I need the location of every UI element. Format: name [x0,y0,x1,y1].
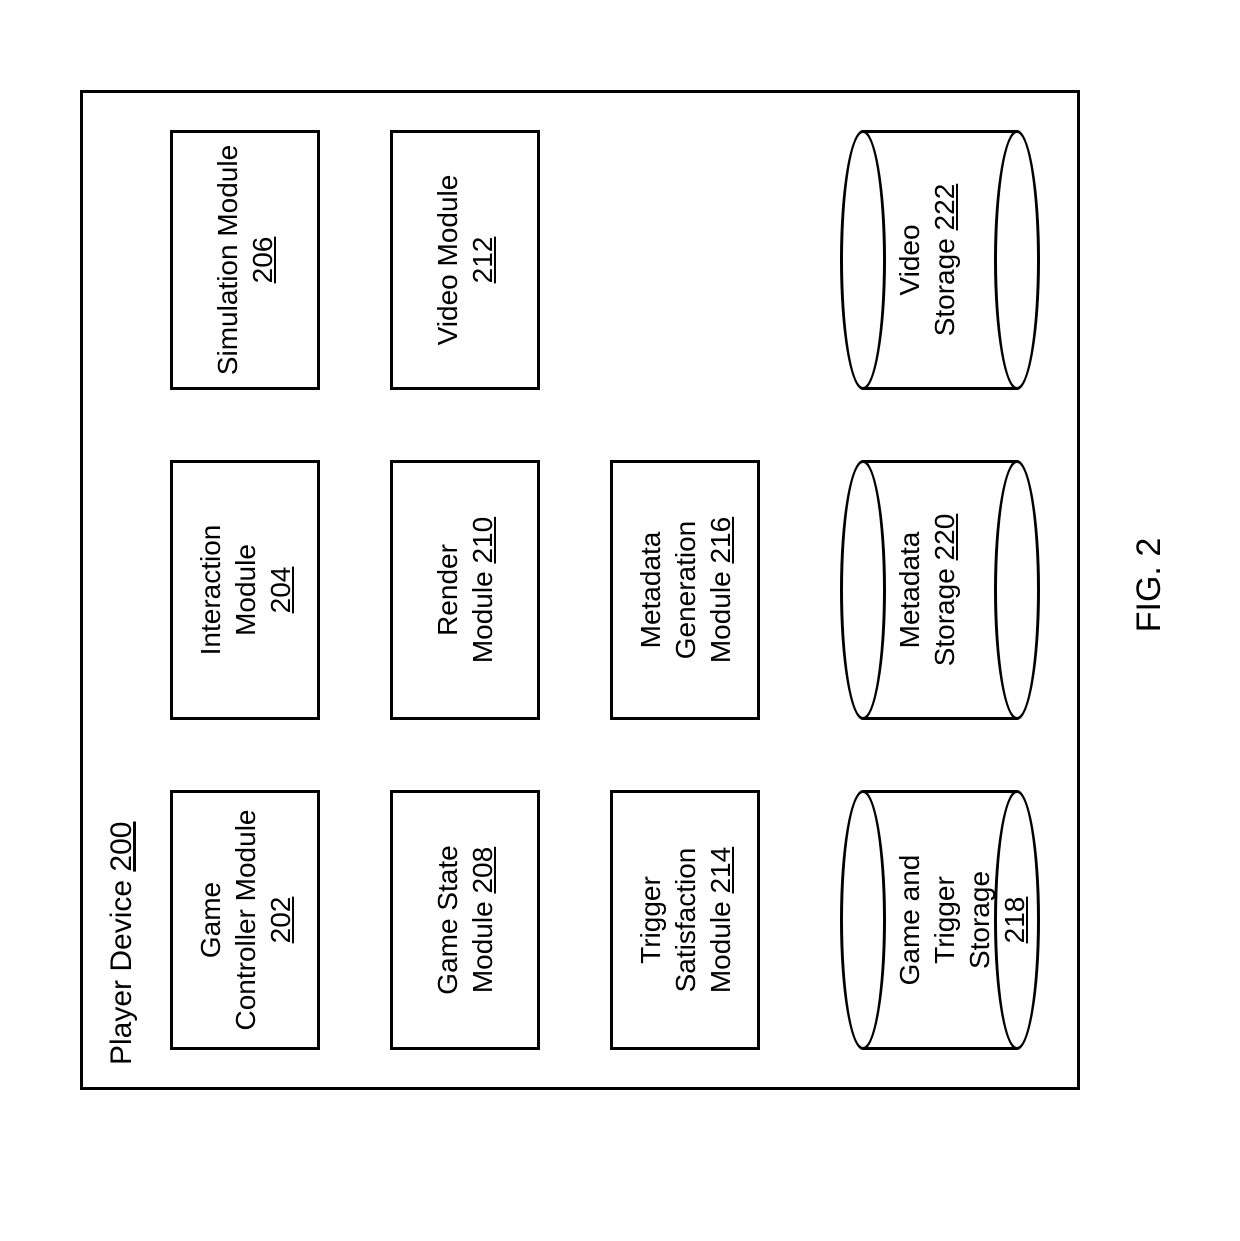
game-controller-module-line-1: Controller Module [228,810,263,1031]
game-state-module-ref-line: Module 208 [465,847,500,993]
title-text: Player Device [105,872,138,1065]
game-state-module-line-0: Game State [430,845,465,994]
render-module: RenderModule 210 [390,460,540,720]
game-trigger-storage-line-2: Storage [962,790,997,1050]
game-trigger-storage-line-0: Game and [892,790,927,1050]
render-module-ref-line: Module 210 [465,517,500,663]
game-controller-module-ref: 202 [263,897,298,944]
game-state-module-ref: 208 [467,847,498,894]
game-trigger-storage-line-1: Trigger [927,790,962,1050]
video-storage-label: VideoStorage 222 [892,130,962,390]
video-storage: VideoStorage 222 [840,130,1040,390]
simulation-module: Simulation Module206 [170,130,320,390]
metadata-generation-module-line-0: Metadata [633,532,668,649]
trigger-satisfaction-module-ref-line: Module 214 [703,847,738,993]
metadata-storage-label: MetadataStorage 220 [892,460,962,720]
trigger-satisfaction-module: TriggerSatisfactionModule 214 [610,790,760,1050]
simulation-module-line-0: Simulation Module [210,145,245,375]
metadata-generation-module-line-1: Generation [668,521,703,660]
interaction-module: InteractionModule204 [170,460,320,720]
video-storage-line-0: Video [892,130,927,390]
simulation-module-ref: 206 [245,237,280,284]
game-controller-module: GameController Module202 [170,790,320,1050]
trigger-satisfaction-module-ref: 214 [705,847,736,894]
trigger-satisfaction-module-line-0: Trigger [633,876,668,964]
title-ref: 200 [105,822,138,872]
stage: Player Device 200GameController Module20… [0,0,1240,1241]
video-storage-ref: 222 [929,184,960,231]
video-module-ref: 212 [465,237,500,284]
game-trigger-storage-ref: 218 [997,790,1032,1050]
video-storage-ref-line: Storage 222 [927,130,962,390]
render-module-line-0: Render [430,544,465,636]
player-device-title: Player Device 200 [105,822,139,1065]
video-module: Video Module212 [390,130,540,390]
diagram-rotated-group: Player Device 200GameController Module20… [20,20,1220,1160]
trigger-satisfaction-module-line-1: Satisfaction [668,848,703,993]
game-state-module: Game StateModule 208 [390,790,540,1050]
figure-caption: FIG. 2 [1130,510,1169,660]
interaction-module-line-1: Module [228,544,263,636]
metadata-storage-ref-line: Storage 220 [927,460,962,720]
interaction-module-ref: 204 [263,567,298,614]
metadata-generation-module-ref-line: Module 216 [703,517,738,663]
interaction-module-line-0: Interaction [193,525,228,656]
render-module-ref: 210 [467,517,498,564]
metadata-generation-module-ref: 216 [705,517,736,564]
game-trigger-storage: Game andTriggerStorage218 [840,790,1040,1050]
metadata-storage: MetadataStorage 220 [840,460,1040,720]
game-controller-module-line-0: Game [193,882,228,958]
metadata-storage-line-0: Metadata [892,460,927,720]
game-trigger-storage-label: Game andTriggerStorage218 [892,790,1032,1050]
video-module-line-0: Video Module [430,175,465,346]
metadata-storage-ref: 220 [929,514,960,561]
metadata-generation-module: MetadataGenerationModule 216 [610,460,760,720]
